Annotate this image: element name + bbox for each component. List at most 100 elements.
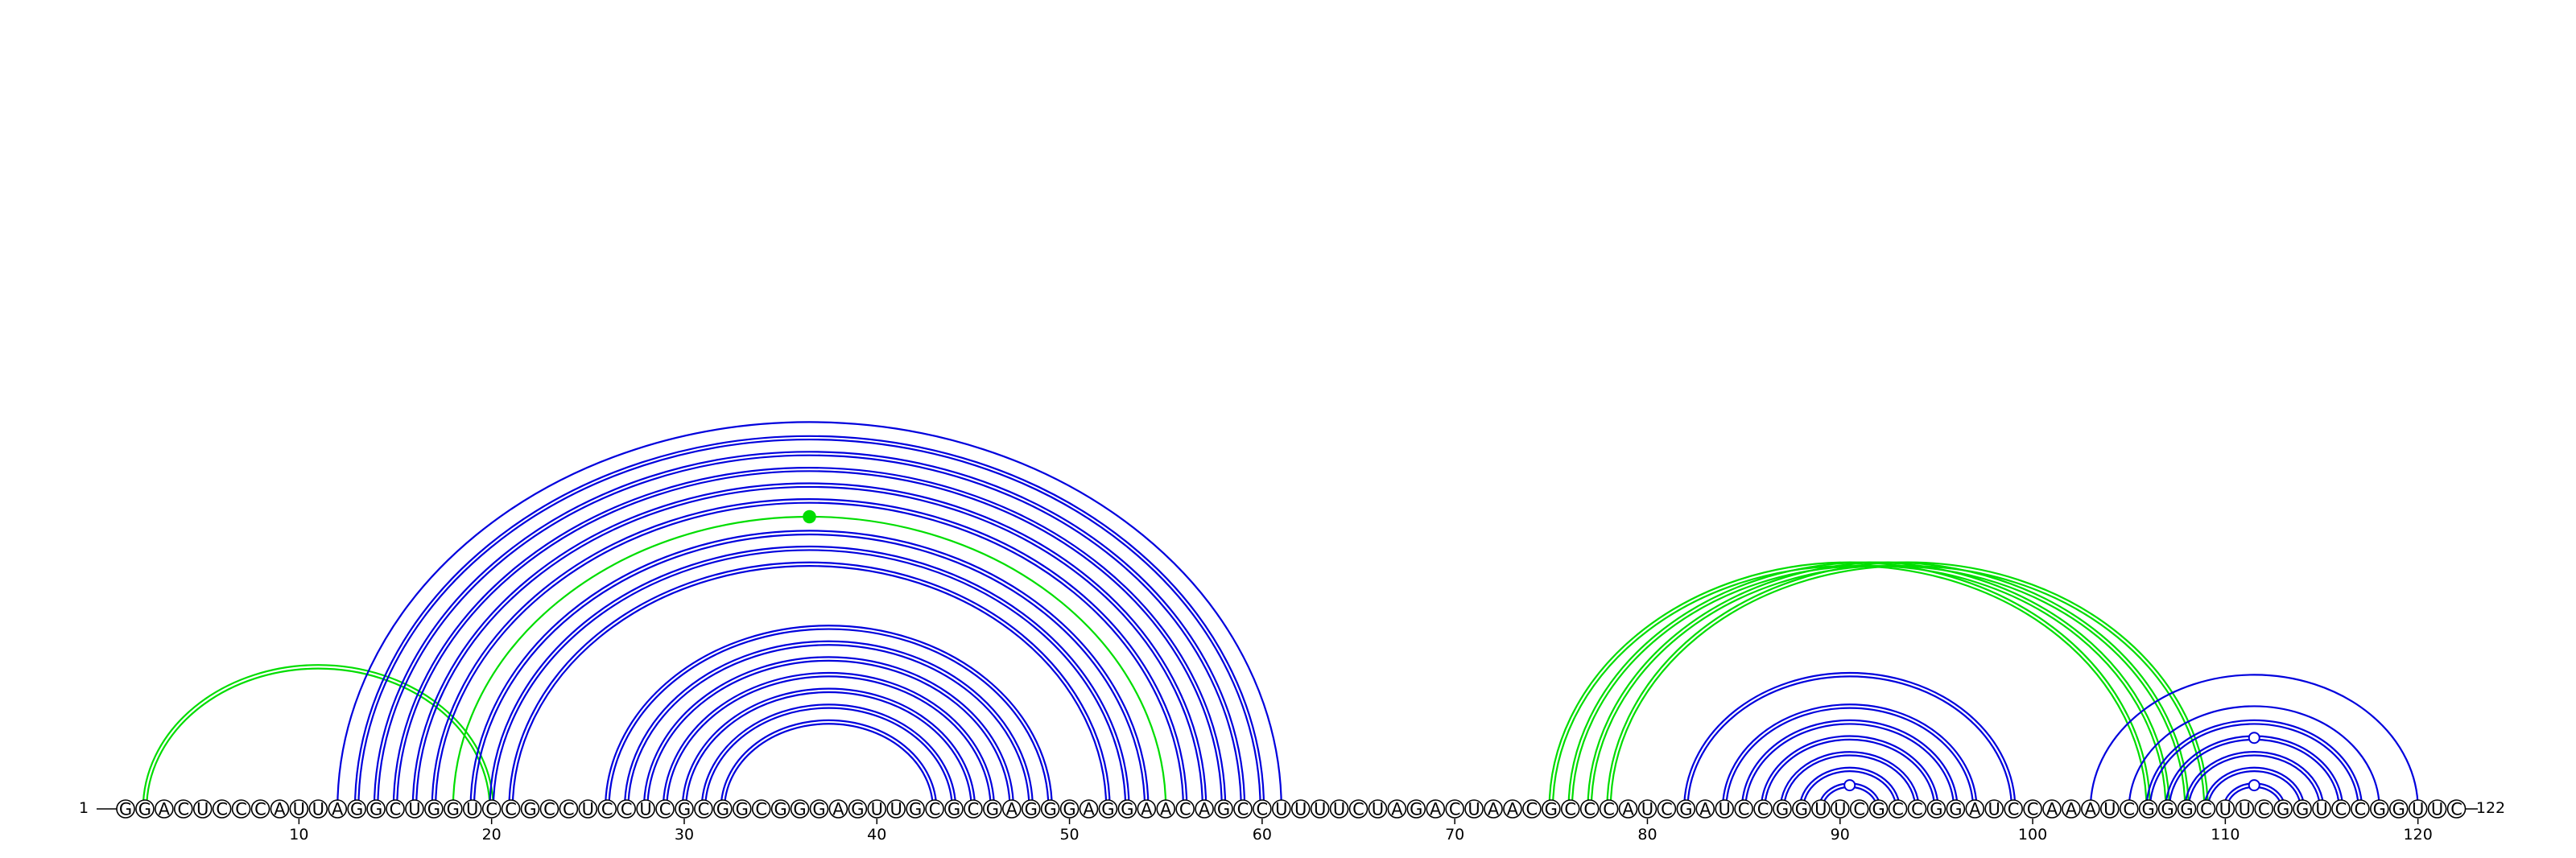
nucleotide-44: G — [947, 800, 960, 819]
nucleotide-26-circle — [597, 799, 617, 819]
nucleotide-117: C — [2355, 800, 2367, 819]
nucleotide-54-circle — [1137, 799, 1157, 819]
arc-12-61 — [336, 421, 1282, 810]
arc-15-58-line-2 — [392, 466, 1227, 810]
nucleotide-33: G — [736, 800, 749, 819]
nucleotide-38-circle — [828, 799, 848, 819]
nucleotide-6: C — [216, 800, 228, 819]
nucleotide-15-circle — [386, 799, 405, 819]
nucleotide-26: C — [601, 800, 613, 819]
nucleotide-25-circle — [578, 799, 598, 819]
nucleotide-23: C — [543, 800, 555, 819]
nucleotide-10: U — [293, 800, 305, 819]
nucleotide-51: A — [1083, 800, 1095, 819]
nucleotide-51-circle — [1079, 799, 1099, 819]
nucleotide-66-circle — [1368, 799, 1388, 819]
nucleotide-58: G — [1217, 800, 1230, 819]
tick-label-100: 100 — [2018, 826, 2047, 844]
nucleotide-110: U — [2219, 800, 2231, 819]
arc-108-115-line-1 — [2187, 754, 2321, 810]
arc-88-93-line-1 — [1802, 770, 1897, 810]
nucleotide-46-circle — [983, 799, 1002, 819]
arc-30-45-line-2 — [681, 687, 976, 810]
nucleotide-52: G — [1101, 800, 1114, 819]
nucleotide-75-circle — [1542, 799, 1561, 819]
nucleotide-120: U — [2412, 800, 2424, 819]
nucleotide-72: A — [1488, 800, 1500, 819]
nucleotide-16-circle — [405, 799, 424, 819]
nucleotide-49: G — [1043, 800, 1056, 819]
nucleotide-87: G — [1776, 800, 1789, 819]
nucleotide-84-circle — [1715, 799, 1734, 819]
nucleotide-73: A — [1507, 800, 1519, 819]
arc-77-108-line-2 — [1587, 561, 2190, 810]
nucleotide-19: U — [466, 800, 478, 819]
nucleotide-1: G — [119, 800, 132, 819]
arc-21-52-line-1 — [511, 565, 1108, 810]
nucleotide-45-circle — [964, 799, 983, 819]
nucleotide-48-circle — [1021, 799, 1041, 819]
nucleotide-9: A — [274, 800, 286, 819]
nucleotide-62: U — [1294, 800, 1307, 819]
arc-85-96-line-1 — [1744, 723, 1955, 810]
arc-84-97-line-2 — [1721, 703, 1978, 810]
tick-label-90: 90 — [1831, 826, 1850, 844]
nucleotide-113: G — [2277, 800, 2289, 819]
nucleotide-7-circle — [231, 799, 251, 819]
nucleotide-12: A — [332, 800, 344, 819]
nucleotide-79-circle — [1618, 799, 1638, 819]
nucleotide-122-circle — [2446, 799, 2467, 819]
nucleotide-91-circle — [1849, 799, 1869, 819]
nucleotide-114-circle — [2293, 799, 2312, 819]
nucleotide-6-circle — [212, 799, 232, 819]
nucleotide-58-circle — [1214, 799, 1233, 819]
arc-19-54-line-1 — [473, 533, 1146, 810]
arc-86-95-line-2 — [1760, 735, 1939, 810]
nucleotide-92: G — [1872, 800, 1885, 819]
nucleotide-81: C — [1661, 800, 1673, 819]
arc-18-55-dot — [803, 509, 816, 524]
nucleotide-52-circle — [1098, 799, 1118, 819]
nucleotide-32: G — [716, 800, 729, 819]
nucleotide-15: C — [390, 800, 402, 819]
nucleotide-37-circle — [809, 799, 829, 819]
nucleotide-81-circle — [1657, 799, 1677, 819]
nucleotide-20-circle — [481, 799, 502, 819]
arc-27-48-line-1 — [627, 644, 1030, 810]
tick-label-110: 110 — [2211, 826, 2240, 844]
nucleotide-4: C — [177, 800, 189, 819]
nucleotide-33-circle — [732, 799, 752, 819]
arc-76-107-line-1 — [1571, 565, 2167, 810]
nucleotide-66: U — [1372, 800, 1384, 819]
nucleotide-71: U — [1468, 800, 1480, 819]
nucleotide-76: C — [1564, 800, 1576, 819]
nucleotide-70-circle — [1445, 799, 1464, 819]
nucleotide-19-circle — [462, 799, 482, 819]
nucleotide-79: A — [1622, 800, 1634, 819]
nucleotide-39: G — [851, 800, 864, 819]
nucleotide-111-circle — [2235, 799, 2255, 819]
nucleotide-56: C — [1179, 800, 1191, 819]
nucleotide-92-circle — [1868, 799, 1889, 819]
nucleotide-55: A — [1160, 800, 1172, 819]
arc-82-99-line-1 — [1686, 675, 2013, 810]
nucleotide-20: C — [485, 800, 497, 819]
arc-89-92-dot — [1843, 779, 1856, 792]
nucleotide-103: A — [2085, 800, 2097, 819]
arc-20-53-line-1 — [492, 549, 1127, 810]
nucleotide-109: C — [2200, 800, 2212, 819]
nucleotide-49-circle — [1040, 799, 1060, 819]
nucleotide-107: G — [2161, 800, 2174, 819]
arc-107-116-dot — [2248, 732, 2260, 745]
tick-label-10: 10 — [289, 826, 308, 844]
tick-label-30: 30 — [675, 826, 694, 844]
nucleotide-14-circle — [366, 799, 386, 819]
arc-107-116-line-2 — [2165, 735, 2344, 810]
nucleotide-87-circle — [1773, 799, 1792, 819]
nucleotide-50-circle — [1059, 799, 1080, 819]
nucleotide-114: G — [2296, 800, 2309, 819]
nucleotide-89-circle — [1811, 799, 1831, 819]
arc-75-106-line-1 — [1551, 565, 2148, 810]
nucleotide-32-circle — [713, 799, 733, 819]
nucleotide-86-circle — [1753, 799, 1773, 819]
